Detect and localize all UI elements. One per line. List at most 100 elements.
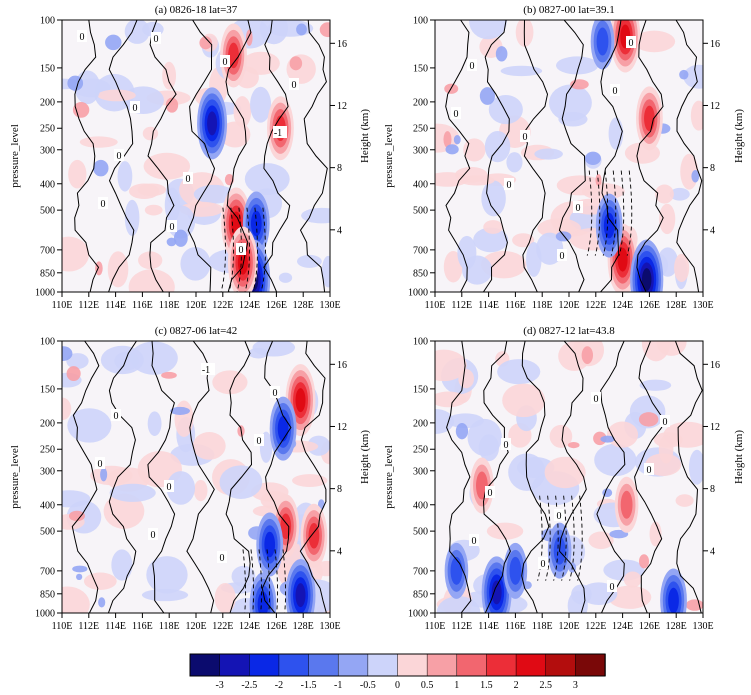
negative-contour — [228, 207, 234, 292]
contour-label: 0 — [154, 34, 159, 45]
zero-contour — [74, 20, 100, 292]
field-blob — [83, 572, 117, 590]
negative-contour — [586, 170, 593, 256]
field-blob — [483, 220, 503, 234]
x-tick-label: 120E — [558, 300, 579, 311]
colorbar-swatch — [515, 653, 547, 677]
x-tick-label: 126E — [639, 621, 660, 632]
contour-label: 0 — [470, 61, 475, 72]
contour-label-bg — [217, 551, 227, 563]
y-axis-label: pressure_level — [383, 445, 395, 509]
field-blob — [638, 412, 659, 427]
contour-label: -1 — [274, 128, 282, 139]
contour-label-bg — [660, 415, 670, 427]
field-blob — [166, 237, 177, 247]
hotspot-mark — [295, 583, 306, 608]
y-tick-label: 200 — [40, 418, 55, 429]
y-tick-label: 500 — [413, 206, 428, 217]
colorbar-swatch — [426, 653, 458, 677]
field-blob — [447, 413, 484, 429]
contour-label: 0 — [647, 465, 652, 476]
field-blob — [608, 585, 652, 609]
field-blob — [100, 467, 108, 482]
height-tick-label: 8 — [337, 484, 342, 495]
negative-contour — [553, 495, 559, 581]
y-tick-label: 850 — [413, 268, 428, 279]
contour-label: 0 — [557, 511, 562, 522]
colorbar-tick-label: 2.5 — [539, 680, 552, 691]
x-tick-label: 120E — [558, 621, 579, 632]
contour-label: 0 — [610, 582, 615, 593]
height-axis-label: Height (km) — [733, 109, 745, 163]
contour-label: 0 — [186, 174, 191, 185]
y-tick-label: 500 — [413, 527, 428, 538]
negative-contour — [274, 549, 279, 613]
field-blob — [549, 424, 573, 448]
contour-label: 0 — [257, 436, 262, 447]
field-blob — [289, 56, 303, 71]
contour-label-bg — [151, 32, 161, 44]
colorbar-tick-label: 1.5 — [480, 680, 493, 691]
field-blob — [103, 493, 145, 529]
x-tick-label: 116E — [505, 300, 526, 311]
x-tick-label: 110E — [425, 621, 446, 632]
x-tick-label: 124E — [612, 300, 633, 311]
contour-label: 0 — [454, 109, 459, 120]
contour-label-bg — [98, 197, 108, 209]
y-tick-label: 150 — [413, 63, 428, 74]
field-blob — [68, 510, 86, 522]
hotspot-mark — [617, 247, 628, 272]
y-tick-label: 200 — [413, 418, 428, 429]
field-blob — [690, 100, 703, 131]
y-tick-label: 300 — [413, 466, 428, 477]
negative-contour — [282, 549, 287, 613]
field-blob — [124, 20, 150, 44]
field-blob — [212, 370, 248, 395]
panel-b: 0 0 0 0 0 0 0 0 (b) 0827-00 lat=39.1 110E 112E 114E… — [383, 4, 745, 311]
zero-contour — [522, 20, 549, 292]
field-blob — [659, 203, 676, 235]
colorbar-swatch — [249, 653, 280, 677]
x-tick-label: 124E — [239, 300, 260, 311]
y-tick-label: 250 — [413, 124, 428, 135]
shaded-field — [62, 341, 330, 613]
field-blob — [544, 456, 586, 489]
negative-contour — [266, 549, 271, 613]
field-blob — [292, 474, 328, 488]
field-blob — [645, 453, 682, 477]
field-blob — [79, 136, 118, 148]
negative-contour — [244, 207, 250, 292]
y-tick-label: 300 — [40, 466, 55, 477]
y-tick-label: 150 — [413, 384, 428, 395]
y-tick-label: 150 — [40, 63, 55, 74]
contour-label-bg — [504, 178, 514, 190]
colorbar-tick-label: 1 — [454, 680, 459, 691]
field-blob — [141, 588, 189, 602]
colorbar: -3 -2.5 -2 -1.5 -1 -0.5 0 0.5 1 1.5 2 2.5 3 — [189, 653, 606, 691]
field-blob — [663, 421, 703, 448]
hotspot-mark — [264, 531, 276, 558]
x-tick-label: 114E — [105, 621, 126, 632]
field-blob — [233, 96, 252, 128]
zero-contour — [675, 20, 703, 292]
field-blob — [244, 163, 290, 196]
field-blob — [161, 371, 177, 379]
contour-label: 0 — [273, 388, 278, 399]
field-blob — [455, 422, 469, 440]
negative-contour — [545, 495, 551, 581]
field-blob — [68, 159, 87, 189]
height-tick-label: 4 — [710, 225, 715, 236]
colorbar-tick-label: 0.5 — [421, 680, 434, 691]
y-tick-label: 400 — [413, 500, 428, 511]
field-blob — [109, 483, 156, 502]
contour-label-bg — [607, 580, 617, 592]
field-blob — [453, 135, 461, 145]
field-blob — [623, 571, 642, 588]
field-blob — [606, 421, 639, 448]
y-tick-label: 850 — [413, 589, 428, 600]
field-blob — [486, 522, 524, 540]
colorbar-tick-label: 0 — [395, 680, 400, 691]
height-tick-label: 4 — [337, 546, 342, 557]
zero-contour — [225, 20, 252, 292]
y-tick-label: 1000 — [35, 288, 55, 299]
